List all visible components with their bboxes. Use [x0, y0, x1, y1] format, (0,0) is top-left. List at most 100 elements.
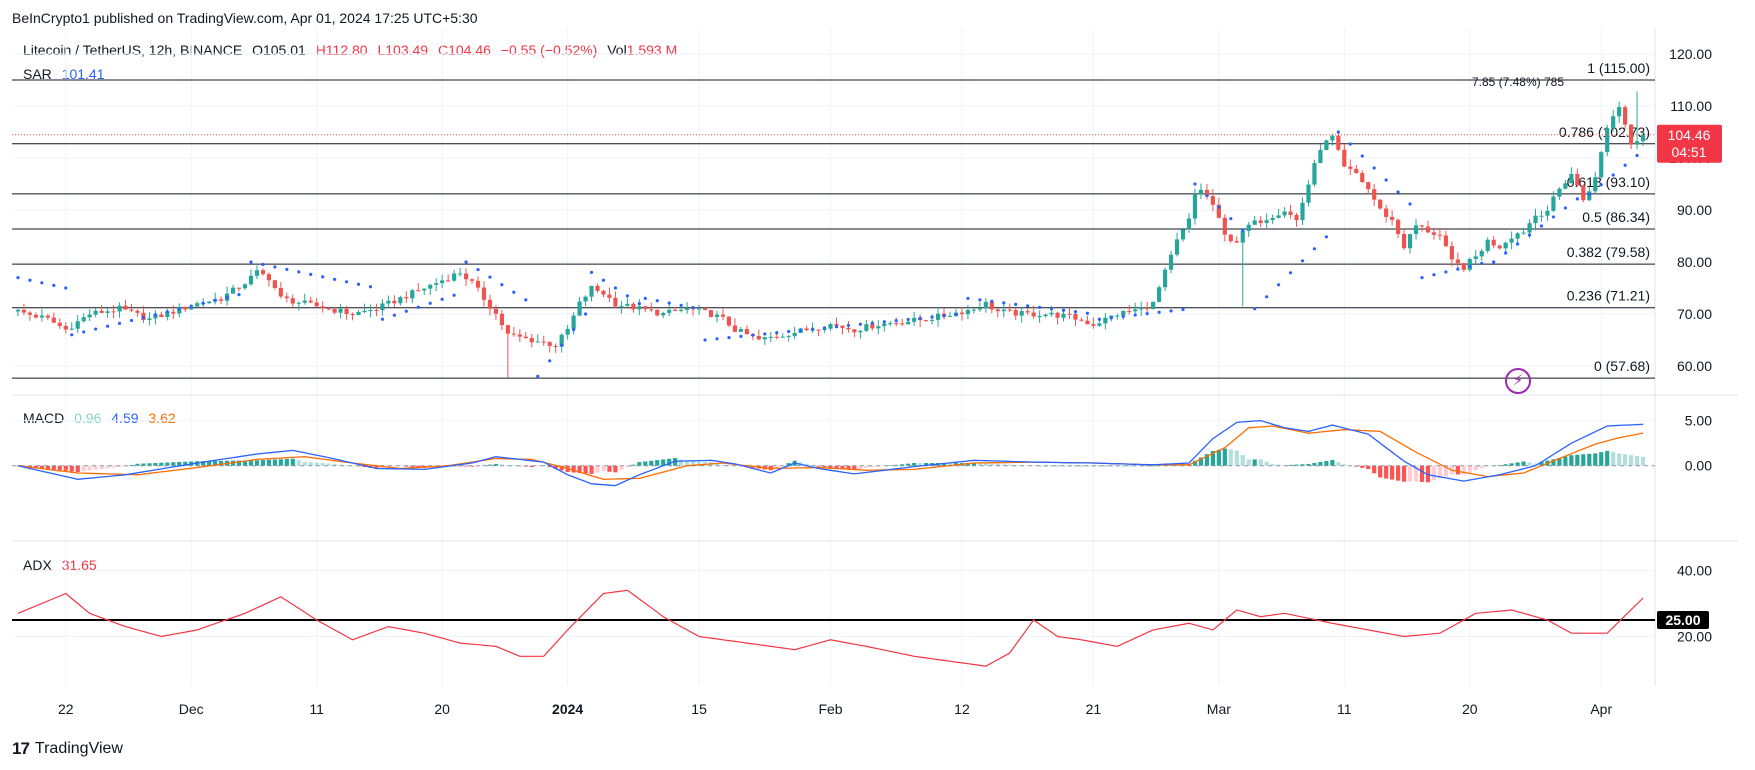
sar-value: 101.41	[61, 66, 105, 82]
candle-body	[356, 311, 361, 315]
candle-body	[1210, 196, 1215, 205]
sar-dot	[321, 275, 325, 279]
candle-body	[816, 329, 821, 331]
sar-dot	[810, 327, 815, 331]
sar-label[interactable]: SAR	[23, 66, 52, 82]
sar-dot	[249, 260, 253, 264]
sar-dot	[703, 338, 707, 342]
sar-dot	[1551, 215, 1556, 219]
macd-histogram-bar	[559, 465, 564, 471]
candle-body	[828, 324, 833, 329]
candle-body	[971, 309, 976, 311]
bar-countdown: 04:51	[1671, 144, 1706, 160]
macd-histogram-bar	[834, 465, 839, 469]
candle-body	[649, 309, 654, 311]
sar-dot	[858, 322, 862, 326]
candle-body	[248, 275, 254, 285]
x-tick-label: 20	[434, 701, 450, 717]
adx-y-tick-label: 40.00	[1677, 562, 1712, 578]
candle-body	[1497, 245, 1502, 249]
x-tick-label: Mar	[1207, 701, 1231, 717]
lightning-icon[interactable]: ⚡	[1505, 368, 1531, 394]
candle-body	[1157, 287, 1162, 302]
macd-histogram-bar	[81, 465, 86, 472]
macd-histogram-bar	[463, 465, 469, 467]
macd-histogram-bar	[971, 463, 976, 466]
sar-dot	[1121, 314, 1125, 319]
macd-histogram-bar	[410, 465, 415, 468]
candle-body	[1634, 141, 1640, 145]
tradingview-brand[interactable]: 17 TradingView	[12, 739, 123, 759]
price-y-tick-label: 90.00	[1677, 202, 1712, 218]
candle-body	[1115, 315, 1120, 317]
fib-level-label: 1 (115.00)	[1587, 60, 1650, 76]
macd-histogram-bar	[1318, 461, 1323, 466]
macd-histogram-bar	[1372, 465, 1377, 474]
macd-hist-value: 0.96	[74, 410, 102, 426]
macd-histogram-bar	[1127, 465, 1132, 467]
candle-body	[195, 303, 200, 307]
macd-histogram-bar	[1210, 450, 1215, 466]
macd-histogram-bar	[1611, 452, 1616, 466]
sar-dot	[583, 312, 588, 316]
macd-histogram-bar	[493, 463, 499, 466]
candle-body	[1527, 223, 1532, 233]
sar-dot	[1348, 142, 1352, 146]
macd-histogram-bar	[571, 465, 576, 473]
fib-level-label: 0.618 (93.10)	[1567, 174, 1650, 190]
candle-body	[1407, 234, 1413, 249]
candle-body	[105, 311, 110, 313]
macd-histogram-bar	[1342, 464, 1347, 466]
adx-threshold-tag	[1657, 610, 1709, 629]
candle-body	[1127, 310, 1132, 312]
candle-body	[1563, 183, 1568, 189]
fib-level-label: 0.382 (79.58)	[1567, 244, 1650, 260]
macd-label[interactable]: MACD	[23, 410, 65, 426]
candle-body	[1479, 250, 1484, 257]
candle-body	[1198, 189, 1204, 194]
macd-histogram-bar	[487, 464, 493, 466]
candle-body	[643, 306, 648, 310]
candle-body	[613, 297, 618, 307]
candle-body	[111, 311, 116, 313]
candle-body	[27, 312, 33, 315]
sar-dot	[1504, 251, 1508, 255]
candle-body	[1031, 312, 1036, 317]
sar-dot	[1384, 178, 1388, 182]
sar-dot	[165, 310, 169, 314]
candle-body	[882, 323, 887, 327]
sar-dot	[589, 270, 594, 274]
candle-body	[1240, 230, 1245, 243]
sar-dot	[237, 293, 241, 297]
sar-dot	[1300, 259, 1305, 263]
candle-body	[661, 312, 666, 316]
candle-body	[428, 284, 433, 289]
macd-histogram-bar	[57, 465, 62, 471]
x-tick-label: Apr	[1590, 701, 1612, 717]
sar-dot	[942, 314, 946, 318]
adx-label[interactable]: ADX	[23, 557, 52, 573]
candle-body	[117, 305, 122, 312]
price-y-tick-label: 60.00	[1677, 358, 1712, 374]
macd-histogram-bar	[1551, 459, 1556, 466]
candle-body	[1372, 189, 1377, 200]
macd-histogram-bar	[266, 459, 271, 466]
candle-body	[272, 280, 277, 289]
macd-histogram-bar	[1300, 464, 1305, 466]
sar-dot	[1265, 295, 1269, 299]
macd-histogram-bar	[1527, 462, 1532, 466]
candle-body	[123, 305, 128, 310]
macd-histogram-bar	[900, 464, 905, 466]
candle-body	[1168, 254, 1174, 270]
macd-histogram-bar	[99, 465, 104, 470]
sar-dot	[613, 286, 618, 290]
candle-body	[1186, 218, 1192, 230]
candle-body	[440, 280, 445, 284]
candle-body	[983, 301, 988, 309]
sar-dot	[978, 298, 982, 302]
candle-body	[1384, 208, 1389, 217]
sar-dot	[1229, 217, 1233, 221]
sar-dot	[643, 296, 647, 300]
candle-body	[392, 300, 397, 304]
